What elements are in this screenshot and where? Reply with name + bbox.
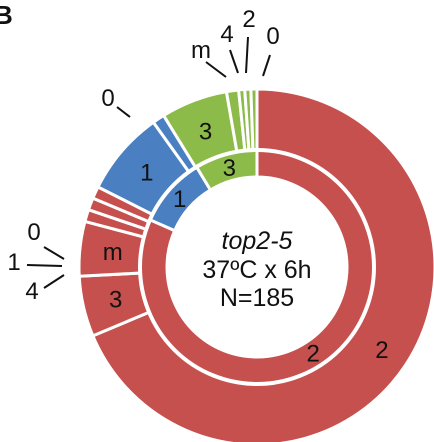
leader-line-green-4 bbox=[229, 49, 239, 74]
center-condition: 37ºC x 6h bbox=[202, 256, 311, 284]
leader-line-green-m bbox=[205, 61, 227, 78]
ring-separator bbox=[138, 148, 376, 386]
outer-slice-label-1: 3 bbox=[109, 286, 122, 313]
panel-label: B bbox=[0, 0, 13, 30]
leader-line-red-0 bbox=[43, 246, 65, 260]
callout-label-red-4: 4 bbox=[25, 278, 38, 305]
callout-label-red-1: 1 bbox=[7, 249, 20, 276]
leader-line-red-1 bbox=[26, 264, 63, 267]
outer-slice-label-0: 2 bbox=[375, 337, 388, 364]
callout-label-red-0: 0 bbox=[27, 219, 40, 246]
leader-line-red-4 bbox=[43, 274, 65, 289]
donut-rings bbox=[77, 87, 434, 442]
leader-lines bbox=[26, 36, 271, 289]
inner-slice-label-2: 3 bbox=[223, 155, 236, 182]
callout-label-blue-0: 0 bbox=[101, 85, 114, 112]
slice-labels: 2 3 m 1 3 2 1 3 bbox=[103, 118, 389, 367]
callout-label-green-0: 0 bbox=[266, 23, 279, 50]
inner-slice-label-1: 1 bbox=[173, 186, 186, 213]
outer-slice-label-6: 1 bbox=[140, 160, 153, 187]
outer-slice-label-8: 3 bbox=[199, 118, 212, 145]
leader-line-green-2 bbox=[245, 36, 249, 74]
inner-slice-label-0: 2 bbox=[307, 340, 320, 367]
center-count: N=185 bbox=[220, 284, 294, 312]
outer-slice-label-2: m bbox=[103, 239, 123, 266]
leader-line-green-0 bbox=[262, 54, 271, 77]
outer-slice-12 bbox=[249, 87, 259, 152]
leader-line-blue-0 bbox=[116, 106, 131, 118]
callout-label-green-4: 4 bbox=[220, 21, 233, 48]
callout-label-green-2: 2 bbox=[242, 6, 255, 33]
callout-label-green-m: m bbox=[191, 37, 211, 64]
center-strain: top2-5 bbox=[222, 227, 293, 255]
